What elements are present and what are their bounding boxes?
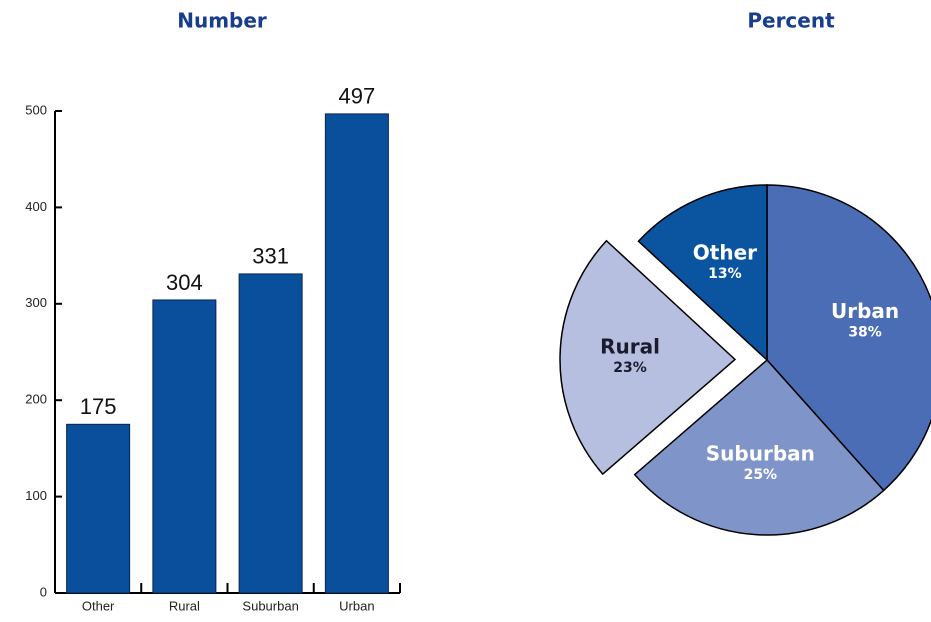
slice-percent: 38% (848, 325, 882, 341)
slice-name: Rural (600, 334, 660, 358)
slice-percent: 13% (708, 266, 742, 282)
slice-percent: 25% (744, 467, 778, 483)
y-tick-label: 100 (25, 488, 47, 503)
pie-slice (633, 358, 885, 536)
y-tick-label: 400 (25, 199, 47, 214)
bar (152, 299, 217, 594)
y-tick-label: 200 (25, 392, 47, 407)
value-label: 331 (252, 244, 289, 269)
pie-slice (766, 184, 931, 492)
value-label: 304 (166, 270, 203, 295)
pie-slice (637, 184, 768, 362)
pie-slice (559, 239, 737, 476)
slice-percent: 23% (613, 360, 647, 376)
bar-title: Number (177, 9, 267, 33)
bar (66, 423, 131, 594)
slice-name: Other (693, 240, 757, 264)
x-tick-label: Urban (339, 598, 374, 613)
slice-name: Suburban (706, 441, 815, 465)
x-tick-label: Other (82, 598, 115, 613)
bar (324, 113, 389, 594)
x-tick-label: Suburban (242, 598, 298, 613)
value-label: 497 (339, 84, 376, 109)
bar (238, 273, 303, 594)
slice-name: Urban (831, 299, 899, 323)
y-tick-label: 300 (25, 295, 47, 310)
y-tick-label: 500 (25, 102, 47, 117)
value-label: 175 (80, 394, 117, 419)
y-tick-label: 0 (40, 584, 47, 599)
x-tick-label: Rural (169, 598, 200, 613)
pie-title: Percent (747, 9, 835, 33)
